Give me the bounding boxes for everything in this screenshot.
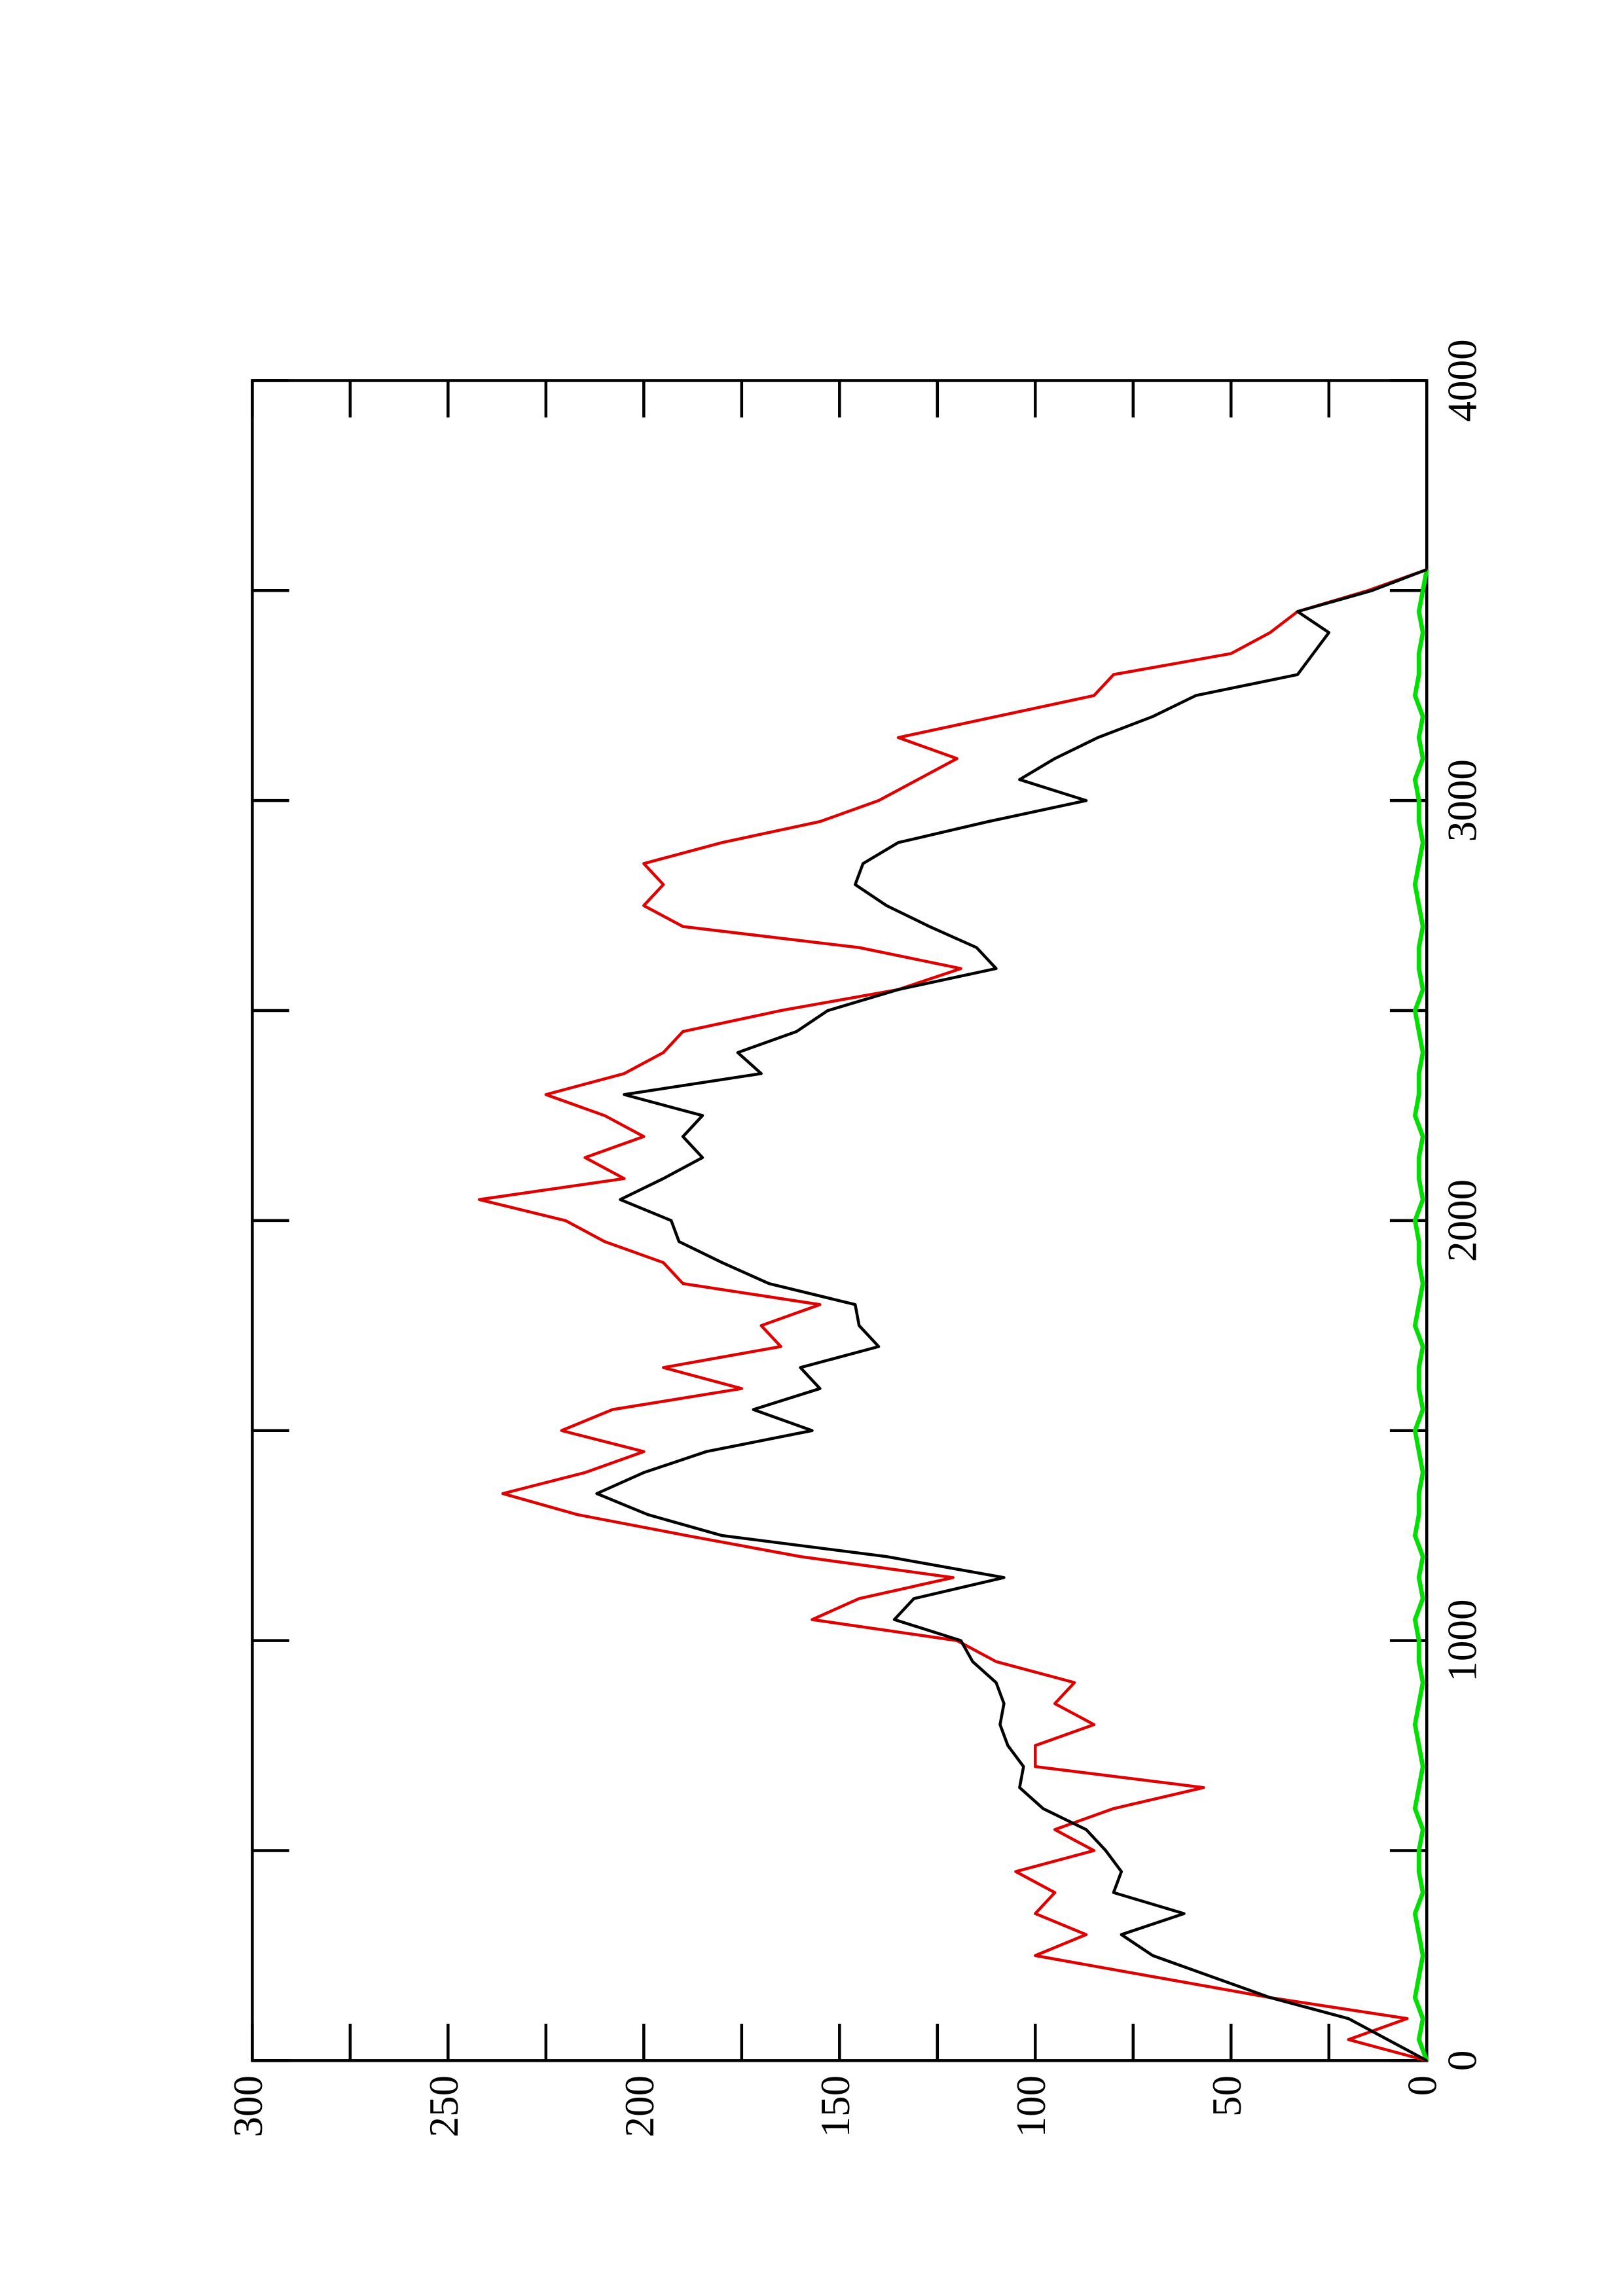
y-tick-label: 250 (421, 2075, 467, 2138)
y-tick-label: 150 (812, 2075, 858, 2138)
x-tick-label: 1000 (1440, 1600, 1486, 1682)
y-tick-label: 300 (225, 2075, 271, 2138)
y-tick-label: 100 (1008, 2075, 1054, 2138)
line-series (1412, 569, 1429, 2062)
y-tick-label: 50 (1204, 2075, 1250, 2117)
x-tick-label: 0 (1440, 2051, 1486, 2072)
y-tick-label: 0 (1400, 2075, 1446, 2096)
plot-frame (251, 379, 1429, 2062)
x-tick-label: 2000 (1440, 1179, 1486, 1262)
x-tick-label: 3000 (1440, 759, 1486, 842)
y-tick-label: 200 (617, 2075, 663, 2138)
line-series (477, 568, 1428, 2062)
line-series (595, 568, 1428, 2062)
x-tick-label: 4000 (1440, 339, 1486, 422)
